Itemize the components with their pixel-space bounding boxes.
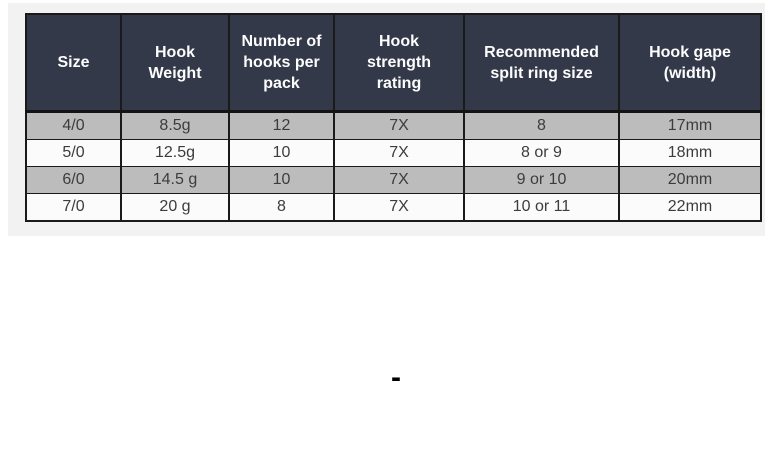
header-cell-size: Size — [25, 13, 122, 113]
table-cell: 18mm — [618, 139, 762, 167]
table-cell: 20 g — [120, 193, 230, 222]
table-cell: 7/0 — [25, 193, 122, 222]
table-cell: 8 or 9 — [463, 139, 620, 167]
table-cell: 10 — [228, 166, 335, 194]
hook-spec-table: Size Hook Weight Number of hooks per pac… — [25, 13, 762, 222]
table-row: 5/0 12.5g 10 7X 8 or 9 18mm — [25, 139, 762, 167]
table-cell: 5/0 — [25, 139, 122, 167]
table-cell: 14.5 g — [120, 166, 230, 194]
table-cell: 7X — [333, 166, 465, 194]
table-header-row: Size Hook Weight Number of hooks per pac… — [25, 13, 762, 113]
table-cell: 20mm — [618, 166, 762, 194]
table-cell: 17mm — [618, 111, 762, 140]
table-cell: 10 — [228, 139, 335, 167]
table-cell: 7X — [333, 139, 465, 167]
table-cell: 9 or 10 — [463, 166, 620, 194]
table-cell: 12.5g — [120, 139, 230, 167]
table-cell: 7X — [333, 193, 465, 222]
table-cell: 4/0 — [25, 111, 122, 140]
table-cell: 7X — [333, 111, 465, 140]
table-cell: 8.5g — [120, 111, 230, 140]
table-cell: 12 — [228, 111, 335, 140]
table-cell: 10 or 11 — [463, 193, 620, 222]
table-cell: 8 — [463, 111, 620, 140]
table-cell: 6/0 — [25, 166, 122, 194]
header-cell-strength-rating: Hook strength rating — [333, 13, 465, 113]
header-cell-hook-gape: Hook gape (width) — [618, 13, 762, 113]
dash-mark: - — [391, 361, 401, 394]
table-row: 4/0 8.5g 12 7X 8 17mm — [25, 111, 762, 140]
header-cell-hook-weight: Hook Weight — [120, 13, 230, 113]
table-row: 6/0 14.5 g 10 7X 9 or 10 20mm — [25, 166, 762, 194]
header-cell-hooks-per-pack: Number of hooks per pack — [228, 13, 335, 113]
header-cell-split-ring-size: Recommended split ring size — [463, 13, 620, 113]
table-cell: 22mm — [618, 193, 762, 222]
table-cell: 8 — [228, 193, 335, 222]
table-row: 7/0 20 g 8 7X 10 or 11 22mm — [25, 193, 762, 222]
